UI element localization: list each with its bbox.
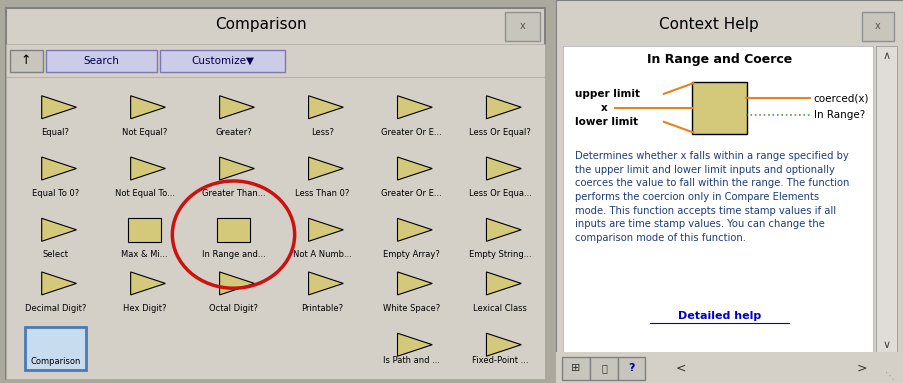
FancyBboxPatch shape	[46, 50, 156, 72]
Text: Context Help: Context Help	[658, 17, 759, 33]
FancyBboxPatch shape	[861, 12, 893, 41]
Polygon shape	[219, 272, 254, 295]
Text: Max & Mi...: Max & Mi...	[121, 250, 168, 259]
Text: White Space?: White Space?	[382, 304, 440, 313]
Polygon shape	[397, 333, 432, 356]
Text: x: x	[874, 21, 880, 31]
Text: ⊞: ⊞	[571, 363, 581, 373]
Text: >: >	[856, 362, 867, 375]
Text: lower limit: lower limit	[574, 117, 638, 127]
FancyBboxPatch shape	[160, 50, 284, 72]
Polygon shape	[131, 96, 165, 119]
Text: In Range and...: In Range and...	[201, 250, 265, 259]
FancyBboxPatch shape	[563, 46, 871, 352]
Polygon shape	[42, 96, 77, 119]
FancyBboxPatch shape	[128, 218, 161, 242]
Text: In Range and Coerce: In Range and Coerce	[647, 53, 791, 66]
Text: ⚿: ⚿	[600, 363, 606, 373]
FancyBboxPatch shape	[217, 218, 249, 242]
Text: ⋱: ⋱	[884, 371, 894, 381]
Text: Hex Digit?: Hex Digit?	[123, 304, 166, 313]
Text: Empty Array?: Empty Array?	[383, 250, 440, 259]
Text: Not Equal?: Not Equal?	[122, 128, 167, 137]
FancyBboxPatch shape	[5, 8, 545, 379]
Text: Less?: Less?	[311, 128, 333, 137]
FancyBboxPatch shape	[692, 82, 746, 134]
Text: In Range?: In Range?	[813, 110, 864, 120]
Polygon shape	[486, 218, 521, 241]
Polygon shape	[219, 96, 254, 119]
FancyBboxPatch shape	[618, 357, 645, 380]
FancyBboxPatch shape	[555, 0, 903, 383]
Polygon shape	[308, 272, 343, 295]
Text: Greater Than...: Greater Than...	[201, 189, 265, 198]
Polygon shape	[397, 272, 432, 295]
Text: ?: ?	[628, 363, 635, 373]
Text: Comparison: Comparison	[31, 357, 80, 367]
Text: Determines whether x falls within a range specified by
the upper limit and lower: Determines whether x falls within a rang…	[574, 151, 849, 243]
Text: Less Than 0?: Less Than 0?	[295, 189, 349, 198]
Polygon shape	[486, 272, 521, 295]
Polygon shape	[42, 272, 77, 295]
Text: Empty String...: Empty String...	[469, 250, 531, 259]
FancyBboxPatch shape	[590, 357, 617, 380]
Polygon shape	[219, 157, 254, 180]
Text: ↑: ↑	[21, 54, 32, 67]
Text: Select: Select	[42, 250, 69, 259]
Text: ∨: ∨	[881, 340, 889, 350]
Text: Not A Numb...: Not A Numb...	[293, 250, 351, 259]
Text: Greater Or E...: Greater Or E...	[380, 189, 442, 198]
Text: Fixed-Point ...: Fixed-Point ...	[471, 355, 528, 365]
Text: Greater?: Greater?	[215, 128, 252, 137]
Text: upper limit: upper limit	[574, 89, 639, 99]
Text: Search: Search	[84, 56, 119, 66]
Polygon shape	[486, 96, 521, 119]
Polygon shape	[486, 157, 521, 180]
Text: x: x	[519, 21, 525, 31]
Polygon shape	[397, 218, 432, 241]
Polygon shape	[486, 333, 521, 356]
Text: coerced(x): coerced(x)	[813, 93, 868, 103]
Polygon shape	[42, 157, 77, 180]
FancyBboxPatch shape	[875, 46, 896, 352]
Polygon shape	[397, 157, 432, 180]
Text: Not Equal To...: Not Equal To...	[115, 189, 174, 198]
Polygon shape	[308, 157, 343, 180]
Polygon shape	[397, 96, 432, 119]
Text: Octal Digit?: Octal Digit?	[209, 304, 257, 313]
Text: Comparison: Comparison	[215, 17, 307, 33]
FancyBboxPatch shape	[555, 352, 903, 383]
Text: Equal?: Equal?	[42, 128, 70, 137]
Polygon shape	[308, 218, 343, 241]
FancyBboxPatch shape	[562, 357, 589, 380]
Text: Lexical Class: Lexical Class	[473, 304, 526, 313]
Text: Equal To 0?: Equal To 0?	[32, 189, 79, 198]
Text: Decimal Digit?: Decimal Digit?	[25, 304, 86, 313]
Text: Less Or Equal?: Less Or Equal?	[469, 128, 531, 137]
Text: Detailed help: Detailed help	[677, 311, 760, 321]
FancyBboxPatch shape	[504, 12, 540, 41]
Text: Printable?: Printable?	[301, 304, 343, 313]
Text: Less Or Equa...: Less Or Equa...	[469, 189, 531, 198]
Polygon shape	[131, 272, 165, 295]
Text: ∧: ∧	[881, 51, 889, 61]
Polygon shape	[42, 218, 77, 241]
FancyBboxPatch shape	[5, 44, 545, 77]
FancyBboxPatch shape	[10, 50, 42, 72]
Text: Is Path and ...: Is Path and ...	[383, 355, 440, 365]
Text: <: <	[675, 362, 685, 375]
Text: Greater Or E...: Greater Or E...	[380, 128, 442, 137]
Text: Customize▼: Customize▼	[191, 56, 254, 66]
Text: x: x	[600, 103, 608, 113]
FancyBboxPatch shape	[5, 77, 545, 379]
Polygon shape	[131, 157, 165, 180]
FancyBboxPatch shape	[25, 327, 86, 370]
Polygon shape	[308, 96, 343, 119]
